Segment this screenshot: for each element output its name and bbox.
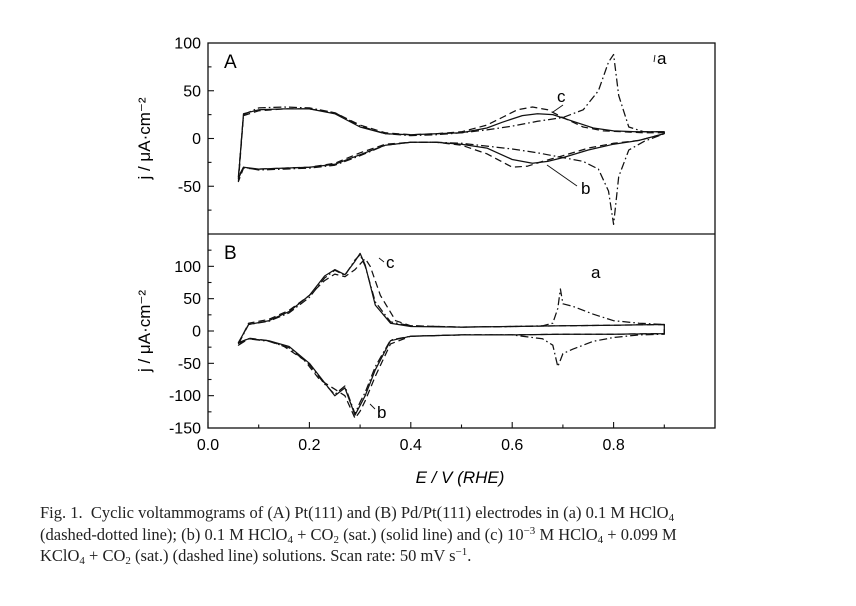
figure-caption: Fig. 1. Cyclic voltammograms of (A) Pt(1… — [40, 502, 840, 567]
caption-line-3: KClO4 + CO2 (sat.) (dashed line) solutio… — [40, 546, 472, 567]
plot-border — [207, 42, 716, 429]
b-y-tick-label: 50 — [183, 291, 201, 308]
panel-b: 100 50 0 -50 -100 -150 j / μA·cm⁻² B c a b — [135, 243, 665, 438]
x-axis: 0.0 0.2 0.4 0.6 0.8 — [197, 422, 665, 454]
b-y-tick-label: 0 — [192, 324, 201, 341]
x-tick-label: 0.2 — [298, 437, 320, 454]
b-y-axis-label: j / μA·cm⁻² — [135, 290, 154, 373]
a-curve-label-a-leader — [653, 54, 656, 63]
caption-line-1: Fig. 1. Cyclic voltammograms of (A) Pt(1… — [40, 503, 675, 524]
panel-a: 100 50 0 -50 j / μA·cm⁻² A a c b — [135, 36, 667, 226]
b-y-tick-label: -150 — [169, 421, 201, 438]
b-series-c-curve — [237, 257, 665, 419]
b-y-tick-label: -50 — [178, 356, 201, 373]
x-axis-label: E / V (RHE) — [416, 468, 505, 487]
a-series-c-curve — [237, 106, 665, 183]
a-curve-label-c: c — [557, 87, 566, 106]
x-tick-label: 0.4 — [400, 437, 422, 454]
a-panel-letter: A — [224, 52, 237, 73]
a-y-tick-label: 0 — [192, 131, 201, 148]
caption-line-2: (dashed-dotted line); (b) 0.1 M HClO4 + … — [40, 524, 677, 546]
x-tick-label: 0.8 — [602, 437, 624, 454]
a-y-tick-label: -50 — [178, 179, 201, 196]
a-series-a-curve — [237, 53, 665, 226]
a-curve-label-c-leader — [552, 104, 564, 113]
b-curve-label-b: b — [377, 403, 386, 422]
a-curve-label-b: b — [581, 179, 590, 198]
b-curve-label-c: c — [386, 253, 395, 272]
a-series-b-curve — [237, 108, 665, 180]
x-tick-label: 0.0 — [197, 437, 219, 454]
plot-frame — [207, 42, 716, 429]
a-y-tick-label: 100 — [174, 36, 201, 53]
b-curve-label-a: a — [591, 263, 601, 282]
a-y-axis-label: j / μA·cm⁻² — [135, 97, 154, 180]
a-y-tick-label: 50 — [183, 83, 201, 100]
x-tick-label: 0.6 — [501, 437, 523, 454]
voltammogram-figure: 100 50 0 -50 j / μA·cm⁻² A a c b 100 50 0 -50 -100 -1… — [135, 36, 716, 487]
b-curve-label-b-leader — [369, 403, 376, 410]
a-curve-label-a: a — [657, 49, 667, 68]
b-curve-label-c-leader — [378, 257, 385, 263]
b-y-tick-label: 100 — [174, 259, 201, 276]
b-panel-letter: B — [224, 243, 237, 264]
caption-label: Fig. 1. — [40, 503, 83, 522]
a-curve-label-b-leader — [546, 164, 578, 187]
b-series-b-curve — [237, 252, 665, 416]
b-y-tick-label: -100 — [169, 388, 201, 405]
